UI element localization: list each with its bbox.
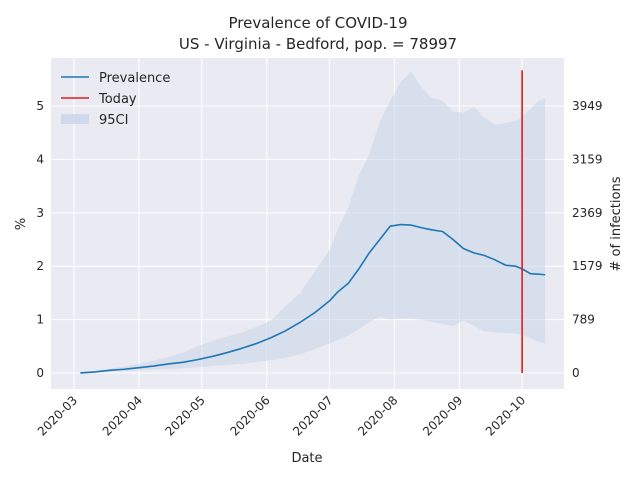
x-tick-label: 2020-09 xyxy=(420,393,465,438)
x-tick-labels: 2020-03 2020-04 2020-05 2020-06 2020-07 2020-… xyxy=(35,393,528,438)
y-tick-label: 0 xyxy=(36,366,44,380)
chart-title-line2: US - Virginia - Bedford, pop. = 78997 xyxy=(179,35,457,53)
legend: Prevalence Today 95CI xyxy=(61,71,170,128)
legend-label-95ci: 95CI xyxy=(99,113,128,128)
x-tick-label: 2020-07 xyxy=(290,393,335,438)
y-tick-label: 1 xyxy=(36,313,44,327)
y-tick-label: 2 xyxy=(36,259,44,273)
legend-label-today: Today xyxy=(98,92,137,107)
y-right-tick-label: 3949 xyxy=(572,99,603,113)
y-right-tick-label: 3159 xyxy=(572,152,603,166)
x-tick-label: 2020-03 xyxy=(35,393,80,438)
y-tick-labels: 0 1 2 3 4 5 xyxy=(36,99,44,380)
x-tick-label: 2020-05 xyxy=(163,393,208,438)
y-tick-label: 4 xyxy=(36,152,44,166)
ci-band xyxy=(80,71,546,373)
x-tick-label: 2020-04 xyxy=(100,393,145,438)
legend-label-prevalence: Prevalence xyxy=(99,71,170,86)
ci-layer xyxy=(80,71,546,373)
prevalence-line xyxy=(80,223,546,374)
y-right-axis-label: # of infections xyxy=(609,176,624,271)
x-tick-label: 2020-10 xyxy=(483,393,528,438)
y-tick-label: 3 xyxy=(36,206,44,220)
chart-title-line1: Prevalence of COVID-19 xyxy=(228,14,407,32)
x-tick-label: 2020-08 xyxy=(355,393,400,438)
y-right-tick-label: 789 xyxy=(572,313,595,327)
y-axis-label: % xyxy=(14,218,29,230)
x-tick-label: 2020-06 xyxy=(227,393,272,438)
y-right-tick-label: 0 xyxy=(572,366,580,380)
y-right-tick-label: 2369 xyxy=(572,206,603,220)
y-tick-label: 5 xyxy=(36,99,44,113)
y-right-tick-label: 1579 xyxy=(572,259,603,273)
legend-swatch-95ci xyxy=(61,114,89,124)
line-layer xyxy=(80,70,546,374)
y-right-tick-labels: 0 789 1579 2369 3159 3949 xyxy=(572,99,603,380)
x-axis-label: Date xyxy=(291,451,322,466)
